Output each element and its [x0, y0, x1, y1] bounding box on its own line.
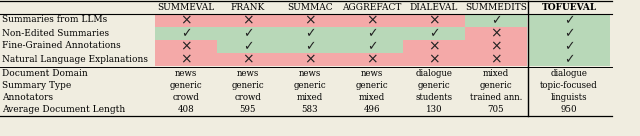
Bar: [279, 52, 341, 66]
Text: 583: 583: [301, 106, 318, 115]
Text: 130: 130: [426, 106, 442, 115]
Text: generic: generic: [480, 81, 512, 89]
Text: news: news: [175, 69, 197, 78]
Text: SUMMEVAL: SUMMEVAL: [157, 2, 214, 12]
Text: $\checkmark$: $\checkmark$: [564, 13, 574, 27]
Text: $\times$: $\times$: [180, 13, 192, 27]
Text: generic: generic: [170, 81, 202, 89]
Bar: [465, 52, 527, 66]
Bar: [341, 27, 403, 39]
Bar: [403, 13, 465, 27]
Text: $\times$: $\times$: [304, 52, 316, 66]
Text: $\times$: $\times$: [180, 52, 192, 66]
Text: FRANK: FRANK: [231, 2, 265, 12]
Text: Annotators: Annotators: [2, 92, 53, 101]
Text: $\checkmark$: $\checkmark$: [305, 27, 315, 39]
Text: generic: generic: [418, 81, 451, 89]
Text: $\times$: $\times$: [366, 52, 378, 66]
Bar: [217, 13, 279, 27]
Bar: [465, 27, 527, 39]
Bar: [279, 39, 341, 52]
Text: Average Document Length: Average Document Length: [2, 106, 125, 115]
Text: news: news: [237, 69, 259, 78]
Bar: [465, 13, 527, 27]
Text: $\checkmark$: $\checkmark$: [491, 13, 501, 27]
Bar: [279, 13, 341, 27]
Text: $\times$: $\times$: [366, 13, 378, 27]
Text: DIALEVAL: DIALEVAL: [410, 2, 458, 12]
Text: generic: generic: [294, 81, 326, 89]
Text: SUMMEDITS: SUMMEDITS: [465, 2, 527, 12]
Bar: [403, 27, 465, 39]
Bar: [155, 52, 217, 66]
Bar: [341, 13, 403, 27]
Text: generic: generic: [232, 81, 264, 89]
Text: news: news: [361, 69, 383, 78]
Text: news: news: [299, 69, 321, 78]
Bar: [155, 27, 217, 39]
Text: SUMMAC: SUMMAC: [287, 2, 333, 12]
Text: $\times$: $\times$: [428, 52, 440, 66]
Bar: [155, 13, 217, 27]
Text: Natural Language Explanations: Natural Language Explanations: [2, 55, 148, 64]
Text: crowd: crowd: [235, 92, 261, 101]
Text: 496: 496: [364, 106, 380, 115]
Text: mixed: mixed: [297, 92, 323, 101]
Text: $\times$: $\times$: [490, 39, 502, 53]
Text: dialogue: dialogue: [415, 69, 452, 78]
Text: $\times$: $\times$: [490, 26, 502, 40]
Text: 408: 408: [178, 106, 195, 115]
Text: trained ann.: trained ann.: [470, 92, 522, 101]
Text: Fine-Grained Annotations: Fine-Grained Annotations: [2, 41, 121, 50]
Text: Non-Edited Summaries: Non-Edited Summaries: [2, 29, 109, 38]
Bar: [403, 52, 465, 66]
Text: 705: 705: [488, 106, 504, 115]
Text: $\times$: $\times$: [304, 13, 316, 27]
Text: $\checkmark$: $\checkmark$: [367, 27, 377, 39]
Bar: [528, 13, 610, 27]
Text: crowd: crowd: [173, 92, 200, 101]
Text: Summaries from LLMs: Summaries from LLMs: [2, 16, 108, 24]
Text: 950: 950: [561, 106, 577, 115]
Text: mixed: mixed: [359, 92, 385, 101]
Text: $\checkmark$: $\checkmark$: [564, 52, 574, 66]
Text: Document Domain: Document Domain: [2, 69, 88, 78]
Text: $\checkmark$: $\checkmark$: [367, 39, 377, 52]
Bar: [217, 52, 279, 66]
Text: AGGREFACT: AGGREFACT: [342, 2, 402, 12]
Text: $\times$: $\times$: [490, 52, 502, 66]
Text: $\checkmark$: $\checkmark$: [564, 39, 574, 52]
Text: $\checkmark$: $\checkmark$: [181, 27, 191, 39]
Bar: [217, 39, 279, 52]
Text: $\checkmark$: $\checkmark$: [429, 27, 439, 39]
Text: students: students: [415, 92, 452, 101]
Bar: [403, 39, 465, 52]
Bar: [217, 27, 279, 39]
Bar: [528, 52, 610, 66]
Text: mixed: mixed: [483, 69, 509, 78]
Bar: [155, 39, 217, 52]
Text: linguists: linguists: [550, 92, 588, 101]
Text: 595: 595: [240, 106, 256, 115]
Text: topic-focused: topic-focused: [540, 81, 598, 89]
Text: $\times$: $\times$: [242, 13, 254, 27]
Bar: [279, 27, 341, 39]
Text: $\times$: $\times$: [428, 13, 440, 27]
Bar: [341, 39, 403, 52]
Text: $\checkmark$: $\checkmark$: [564, 27, 574, 39]
Text: Summary Type: Summary Type: [2, 81, 71, 89]
Bar: [465, 39, 527, 52]
Bar: [528, 27, 610, 39]
Text: $\times$: $\times$: [180, 39, 192, 53]
Text: generic: generic: [356, 81, 388, 89]
Text: $\checkmark$: $\checkmark$: [243, 39, 253, 52]
Text: $\checkmark$: $\checkmark$: [305, 39, 315, 52]
Text: TOFUEVAL: TOFUEVAL: [541, 2, 596, 12]
Text: $\times$: $\times$: [428, 39, 440, 53]
Bar: [341, 52, 403, 66]
Bar: [528, 39, 610, 52]
Text: $\times$: $\times$: [242, 52, 254, 66]
Text: dialogue: dialogue: [550, 69, 588, 78]
Text: $\checkmark$: $\checkmark$: [243, 27, 253, 39]
